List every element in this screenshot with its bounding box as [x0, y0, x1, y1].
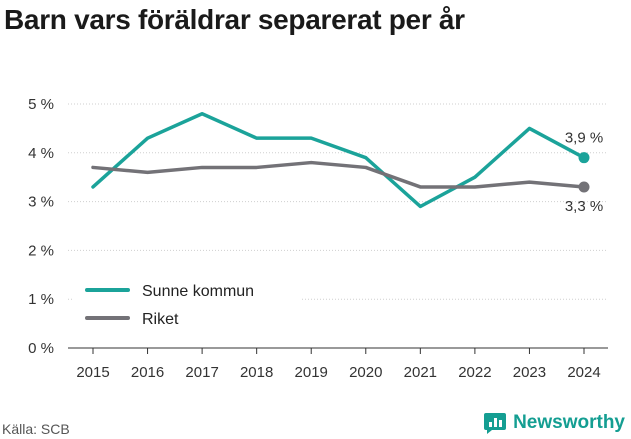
x-tick-label: 2024: [567, 364, 600, 381]
end-label: 3,9 %: [565, 130, 603, 147]
x-tick-label: 2015: [76, 364, 109, 381]
legend-label: Sunne kommun: [142, 283, 254, 300]
x-tick-label: 2016: [131, 364, 164, 381]
x-tick-label: 2018: [240, 364, 273, 381]
x-tick-label: 2017: [185, 364, 218, 381]
y-tick-label: 4 %: [28, 145, 54, 162]
y-tick-label: 5 %: [28, 96, 54, 113]
x-axis: 2015 2016 2017 2018 2019 2020 2021 2022 2023 2024: [76, 348, 601, 381]
legend-bg: [72, 280, 302, 302]
x-tick-label: 2020: [349, 364, 382, 381]
y-tick-label: 3 %: [28, 194, 54, 211]
brand-logo: Newsworthy: [483, 411, 625, 435]
source-note: Källa: SCB: [2, 421, 70, 437]
y-tick-label: 1 %: [28, 291, 54, 308]
y-tick-label: 2 %: [28, 242, 54, 259]
brand-name: Newsworthy: [513, 412, 625, 433]
end-marker: [578, 181, 590, 193]
series-lines: 3,9 % 3,3 %: [91, 112, 603, 215]
series-line: [91, 112, 586, 209]
x-tick-label: 2022: [458, 364, 491, 381]
legend-label: Riket: [142, 311, 179, 328]
legend-bg: [72, 308, 302, 330]
y-axis-ticks: 0 % 1 % 2 % 3 % 4 % 5 %: [28, 96, 54, 357]
series-line: [91, 160, 586, 189]
x-tick-label: 2023: [513, 364, 546, 381]
end-label: 3,3 %: [565, 198, 603, 215]
end-marker: [578, 152, 590, 164]
chart-title: Barn vars föräldrar separerat per år: [4, 4, 465, 35]
x-tick-label: 2021: [404, 364, 437, 381]
newsworthy-logo-icon: [484, 413, 507, 434]
y-tick-label: 0 %: [28, 340, 54, 357]
legend: Sunne kommun Riket: [72, 280, 302, 330]
x-tick-label: 2019: [295, 364, 328, 381]
